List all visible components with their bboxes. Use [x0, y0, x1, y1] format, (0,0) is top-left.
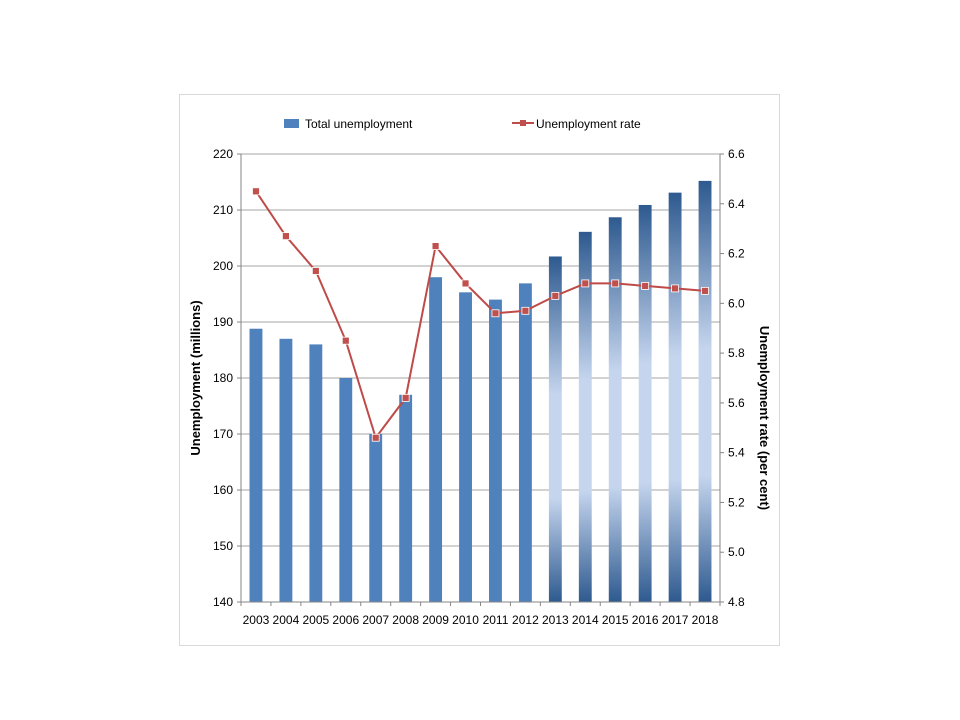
- y-tick-label: 150: [213, 539, 233, 553]
- bar-2005: [309, 344, 323, 602]
- legend-line-label: Unemployment rate: [536, 117, 641, 131]
- y2-tick-label: 6.0: [728, 296, 745, 310]
- rate-marker-2004: [282, 232, 290, 241]
- rate-marker-2018: [701, 286, 709, 295]
- x-tick-label: 2004: [273, 613, 300, 627]
- bar-2004: [279, 338, 293, 602]
- legend: Total unemployment Unemployment rate: [284, 117, 641, 131]
- y-tick-label: 190: [213, 315, 233, 329]
- rate-marker-2011: [491, 309, 500, 318]
- y2-tick-label: 5.2: [728, 495, 745, 509]
- y2-tick-label: 6.6: [728, 147, 745, 161]
- rate-marker-2007: [371, 433, 380, 442]
- rate-marker-2017: [671, 284, 679, 293]
- x-tick-label: 2011: [483, 613, 509, 627]
- x-tick-label: 2012: [512, 613, 539, 627]
- y-tick-label: 170: [213, 427, 233, 441]
- legend-bar-swatch: [284, 119, 299, 128]
- x-tick-label: 2016: [632, 613, 659, 627]
- rate-marker-2013: [551, 291, 560, 300]
- rate-marker-2005: [311, 267, 320, 275]
- x-tick-label: 2017: [662, 613, 689, 627]
- unemployment-chart: 140 150 160 170 180 190 200 210 220 4.8 5.0 5.2 5.4 5…: [188, 117, 772, 627]
- x-tick-label: 2018: [692, 613, 719, 627]
- x-tick-label: 2007: [362, 613, 389, 627]
- axes: [237, 153, 724, 606]
- rate-marker-2010: [461, 279, 470, 288]
- y2-tick-label: 6.2: [728, 247, 745, 261]
- bar-2018: [698, 180, 712, 602]
- bar-2003: [249, 328, 263, 602]
- y-axis-title: Unemployment (millions): [188, 300, 203, 455]
- rate-marker-2012: [521, 306, 530, 315]
- line-series: [252, 187, 709, 442]
- y-tick-label: 160: [213, 483, 233, 497]
- y-tick-label: 220: [213, 147, 233, 161]
- x-tick-label: 2008: [392, 613, 419, 627]
- rate-marker-2003: [252, 187, 260, 196]
- bar-2013: [548, 256, 562, 602]
- y-tick-label: 210: [213, 203, 233, 217]
- y2-tick-label: 5.8: [728, 346, 745, 360]
- y2-tick-label: 6.4: [728, 197, 745, 211]
- rate-marker-2008: [401, 394, 410, 402]
- y-tick-label: 140: [213, 595, 233, 609]
- x-tick-label: 2003: [243, 613, 270, 627]
- y2-tick-label: 5.6: [728, 396, 745, 410]
- bar-2012: [518, 283, 532, 602]
- rate-marker-2014: [581, 279, 590, 288]
- bar-2006: [339, 378, 353, 602]
- x-tick-label: 2015: [602, 613, 629, 627]
- legend-bar-label: Total unemployment: [305, 117, 413, 131]
- bar-2008: [399, 394, 413, 602]
- bar-2016: [638, 204, 652, 602]
- x-tick-label: 2014: [572, 613, 599, 627]
- y-tick-label: 180: [213, 371, 233, 385]
- rate-marker-2015: [611, 279, 620, 288]
- y-tick-label: 200: [213, 259, 233, 273]
- x-tick-label: 2009: [422, 613, 449, 627]
- x-tick-label: 2005: [302, 613, 329, 627]
- rate-marker-2009: [431, 242, 440, 250]
- bar-2007: [369, 434, 383, 602]
- bar-2009: [429, 277, 443, 602]
- x-tick-label: 2010: [452, 613, 479, 627]
- tick-labels: 140 150 160 170 180 190 200 210 220 4.8 5.0 5.2 5.4 5…: [213, 147, 745, 627]
- chart-frame: 140 150 160 170 180 190 200 210 220 4.8 5.0 5.2 5.4 5…: [179, 94, 780, 646]
- bar-2015: [608, 217, 622, 602]
- unemployment-rate-line: [255, 190, 706, 440]
- y2-tick-label: 4.8: [728, 595, 745, 609]
- y2-axis-title: Unemployment rate (per cent): [757, 326, 772, 510]
- bar-2017: [668, 192, 682, 602]
- bar-2011: [489, 299, 502, 602]
- y2-tick-label: 5.0: [728, 545, 745, 559]
- x-tick-label: 2013: [542, 613, 569, 627]
- x-tick-label: 2006: [332, 613, 359, 627]
- bar-2010: [459, 292, 472, 602]
- legend-line-marker: [520, 120, 526, 126]
- rate-marker-2016: [641, 282, 650, 290]
- bar-2014: [578, 231, 592, 602]
- rate-marker-2006: [341, 336, 350, 345]
- bar-series: [249, 180, 712, 602]
- y2-tick-label: 5.4: [728, 446, 745, 460]
